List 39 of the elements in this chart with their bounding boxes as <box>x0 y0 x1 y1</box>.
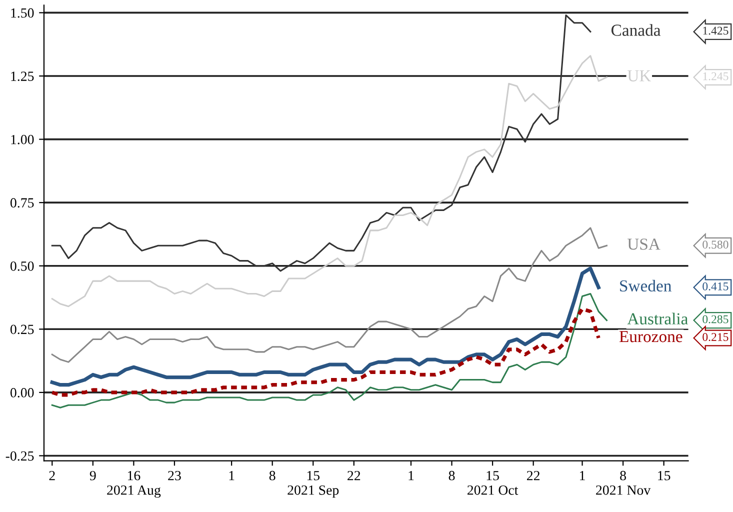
legend-label: Canada <box>611 24 661 36</box>
y-tick-label: 1.25 <box>11 72 34 82</box>
legend-label: USA <box>627 238 660 250</box>
legend-label: Sweden <box>620 280 672 292</box>
y-tick-label: 0.50 <box>10 261 34 271</box>
x-tick-label: 8 2021 Nov <box>596 470 651 495</box>
x-tick-label: 9 <box>90 470 96 480</box>
text: 0.580 <box>702 240 728 249</box>
x-tick-label: 15 2021 Sep <box>288 470 339 498</box>
x-tick-label: 15 <box>658 470 670 480</box>
y-tick-label: 0.00 <box>10 388 34 398</box>
y-tick-label: 1.50 <box>11 8 34 18</box>
legend-label: Australia <box>627 312 688 324</box>
text: 0.215 <box>702 333 728 342</box>
x-tick-label: 1 <box>580 470 585 480</box>
text: 0.285 <box>702 315 728 324</box>
x-tick-label: 16 2021 Aug <box>107 470 161 498</box>
line-series <box>50 266 600 387</box>
y-tick-label: 0.25 <box>10 324 34 334</box>
text: 1.425 <box>703 26 728 35</box>
line-series <box>51 292 608 408</box>
legend-label: Eurozone <box>619 331 682 342</box>
y-tick-label: 1.00 <box>11 134 34 144</box>
x-tick-label: 15 2021 Oct <box>468 470 518 495</box>
line-series <box>50 307 600 397</box>
x-tick-label: 22 <box>348 470 360 480</box>
x-tick-label: 1 <box>229 470 234 480</box>
text: 0.415 <box>702 282 728 290</box>
x-tick-label: 2 <box>49 470 55 480</box>
y-tick-label: -0.25 <box>6 451 34 461</box>
y-tick-label: 0.75 <box>10 198 34 208</box>
x-tick-label: 22 <box>526 470 540 480</box>
x-tick-label: 8 <box>448 470 455 480</box>
line-series <box>51 54 608 308</box>
x-tick-label: 1 <box>408 470 414 480</box>
line-series <box>51 14 592 272</box>
x-tick-label: 23 <box>168 470 181 480</box>
x-tick-label: 8 <box>269 470 276 480</box>
line-series <box>51 227 608 363</box>
